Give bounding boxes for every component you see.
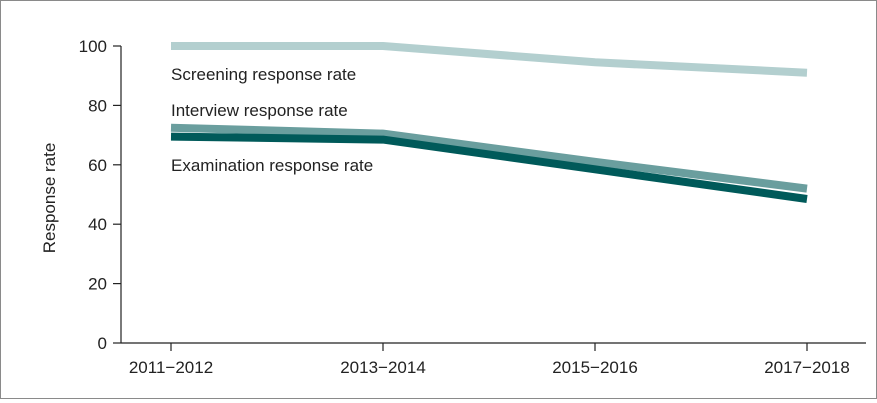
y-tick-label: 40 xyxy=(88,215,107,234)
y-tick-label: 100 xyxy=(79,37,107,56)
x-tick-label: 2015−2016 xyxy=(552,358,638,377)
y-tick-label: 0 xyxy=(98,334,107,353)
x-tick-label: 2017−2018 xyxy=(764,358,850,377)
series-lines xyxy=(170,42,808,203)
series-label-2: Interview response rate xyxy=(171,101,348,120)
y-axis-label: Response rate xyxy=(40,143,59,254)
x-tick-label: 2013−2014 xyxy=(340,358,426,377)
series-label-1: Screening response rate xyxy=(171,65,356,84)
x-tick-label: 2011−2012 xyxy=(129,358,213,377)
y-tick-label: 60 xyxy=(88,156,107,175)
y-tick-label: 80 xyxy=(88,96,107,115)
series-line-3 xyxy=(170,132,808,203)
series-label-3: Examination response rate xyxy=(171,156,373,175)
axes: 0 20 40 60 80 100 2011−2012 2013−2014 2015−2016 2… xyxy=(79,37,866,377)
series-line-2 xyxy=(170,123,808,193)
y-tick-label: 20 xyxy=(88,275,107,294)
series-line-1 xyxy=(171,42,808,77)
series-labels: Screening response rate Interview respons… xyxy=(171,65,373,175)
